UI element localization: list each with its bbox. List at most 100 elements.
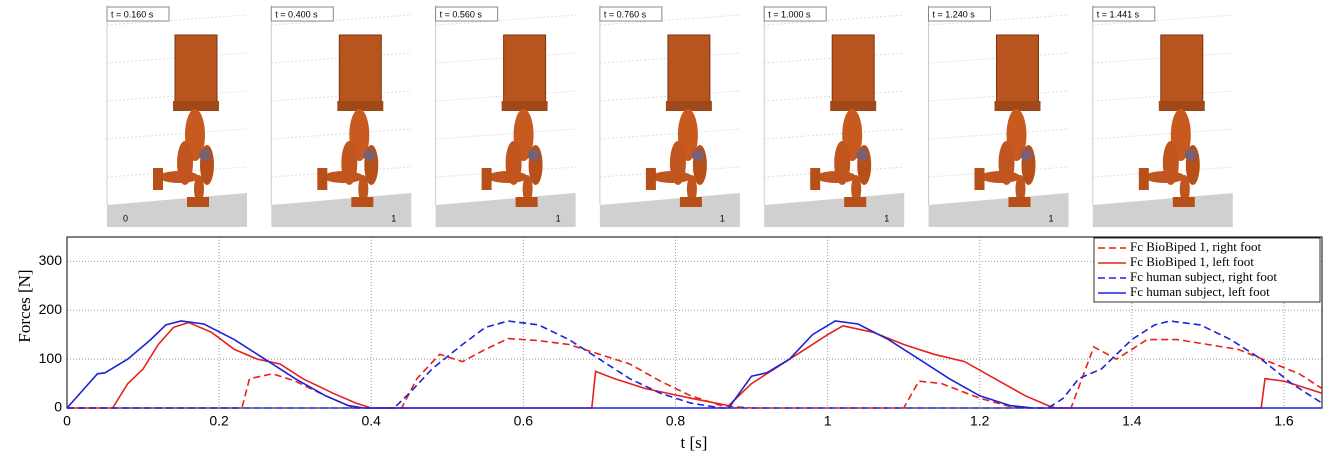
robot: [1138, 34, 1206, 208]
frame-grid: [106, 128, 248, 140]
frame-grid: [928, 52, 1069, 64]
time-box: [763, 6, 827, 22]
robot: [152, 34, 220, 208]
y-tick-label: 100: [39, 350, 63, 366]
frame-grid: [271, 90, 412, 102]
floor: [764, 193, 905, 227]
x-tick-label: 0.4: [362, 413, 382, 429]
x-axis-label: t [s]: [681, 433, 708, 452]
frame-grid: [764, 52, 905, 64]
frame-grid: [599, 90, 740, 102]
x-tick-label: 0.6: [514, 413, 534, 429]
floor: [1092, 193, 1233, 227]
frame-grid: [435, 128, 576, 140]
frame-grid: [764, 14, 905, 26]
frame-grid: [599, 14, 740, 26]
frame-grid: [928, 166, 1069, 178]
frame-axis-label: 0: [123, 213, 128, 223]
frame-grid: [1092, 166, 1233, 178]
frame: t = 1.441 s: [1092, 5, 1233, 227]
robot: [974, 34, 1041, 208]
frame-grid: [435, 14, 576, 26]
y-tick-label: 0: [54, 399, 62, 415]
frame-grid: [271, 166, 412, 178]
frame-grid: [1092, 90, 1233, 102]
frame-grid: [106, 52, 248, 64]
time-label: t = 0.400 s: [275, 9, 318, 19]
time-box: [270, 6, 334, 22]
time-box: [1092, 6, 1156, 22]
robot: [809, 34, 877, 208]
frame-grid: [271, 52, 412, 64]
frame-grid: [764, 128, 905, 140]
x-tick-label: 1.2: [970, 413, 990, 429]
x-tick-label: 0: [63, 413, 71, 429]
frame-axis-label: 1: [720, 213, 725, 223]
frame-grid: [106, 90, 248, 102]
time-label: t = 1.240 s: [933, 9, 976, 19]
legend-label: Fc human subject, right foot: [1130, 269, 1277, 284]
legend-label: Fc human subject, left foot: [1130, 284, 1270, 299]
series-line: [67, 320, 1323, 409]
frame-grid: [435, 90, 576, 102]
frame-grid: [435, 52, 576, 64]
legend-box: [1093, 237, 1321, 303]
x-tick-label: 1: [824, 413, 832, 429]
floor: [271, 193, 412, 227]
frame-grid: [106, 14, 248, 26]
frames: t = 0.160 s0t = 0.400 s1t = 0.560 s1t = …: [106, 5, 1233, 227]
time-box: [435, 6, 499, 22]
chart: Forces [N] t [s] 0 100 200 300 0 0.2 0.4 0.6 0.8…: [15, 236, 1323, 452]
frame-grid: [435, 166, 576, 178]
time-label: t = 0.160 s: [111, 9, 154, 19]
frame-grid: [106, 166, 248, 178]
frame-grid: [928, 14, 1069, 26]
time-box: [928, 6, 991, 22]
frame: t = 1.000 s 1: [763, 5, 905, 227]
frame-axis-label: 1: [391, 213, 396, 223]
legend-label: Fc BioBiped 1, right foot: [1130, 239, 1261, 254]
floor: [107, 193, 247, 227]
floor: [928, 193, 1069, 227]
time-label: t = 1.000 s: [768, 9, 811, 19]
time-label: t = 0.760 s: [604, 9, 647, 19]
frame-grid: [928, 90, 1069, 102]
floor: [435, 193, 576, 227]
frame-axis-label: 1: [556, 213, 561, 223]
frame-grid: [928, 128, 1069, 140]
robot: [316, 34, 384, 208]
frame-grid: [271, 128, 412, 140]
floor: [599, 193, 740, 227]
time-label: t = 1.441 s: [1097, 9, 1140, 19]
frame-grid: [764, 90, 905, 102]
frame-axis-label: 1: [884, 213, 889, 223]
frame-grid: [271, 14, 412, 26]
frame: t = 0.400 s 1: [270, 5, 412, 227]
frame-grid: [764, 166, 905, 178]
frame-axis-label: 1: [1049, 213, 1054, 223]
frame: t = 0.160 s 0: [106, 5, 248, 227]
series-line: [67, 321, 1323, 409]
robot: [645, 34, 713, 208]
y-tick-label: 200: [39, 301, 63, 317]
x-tick-label: 1.4: [1122, 413, 1142, 429]
robot: [481, 34, 549, 208]
time-box: [106, 6, 170, 22]
x-tick-label: 0.2: [209, 413, 229, 429]
frame-grid: [599, 166, 740, 178]
frame-grid: [599, 128, 740, 140]
series-line: [66, 320, 1322, 409]
frame: t = 0.560 s 1: [435, 5, 576, 227]
series-line: [67, 337, 1323, 409]
frame: t = 1.240 s 1: [928, 5, 1069, 227]
frame: t = 0.760 s 1: [599, 5, 740, 227]
frame-grid: [599, 52, 740, 64]
y-tick-label: 300: [39, 252, 63, 268]
time-box: [599, 6, 663, 22]
x-tick-label: 0.8: [666, 413, 686, 429]
y-axis-label: Forces [N]: [15, 269, 34, 342]
frame-grid: [1092, 128, 1233, 140]
frame-grid: [1092, 14, 1233, 26]
